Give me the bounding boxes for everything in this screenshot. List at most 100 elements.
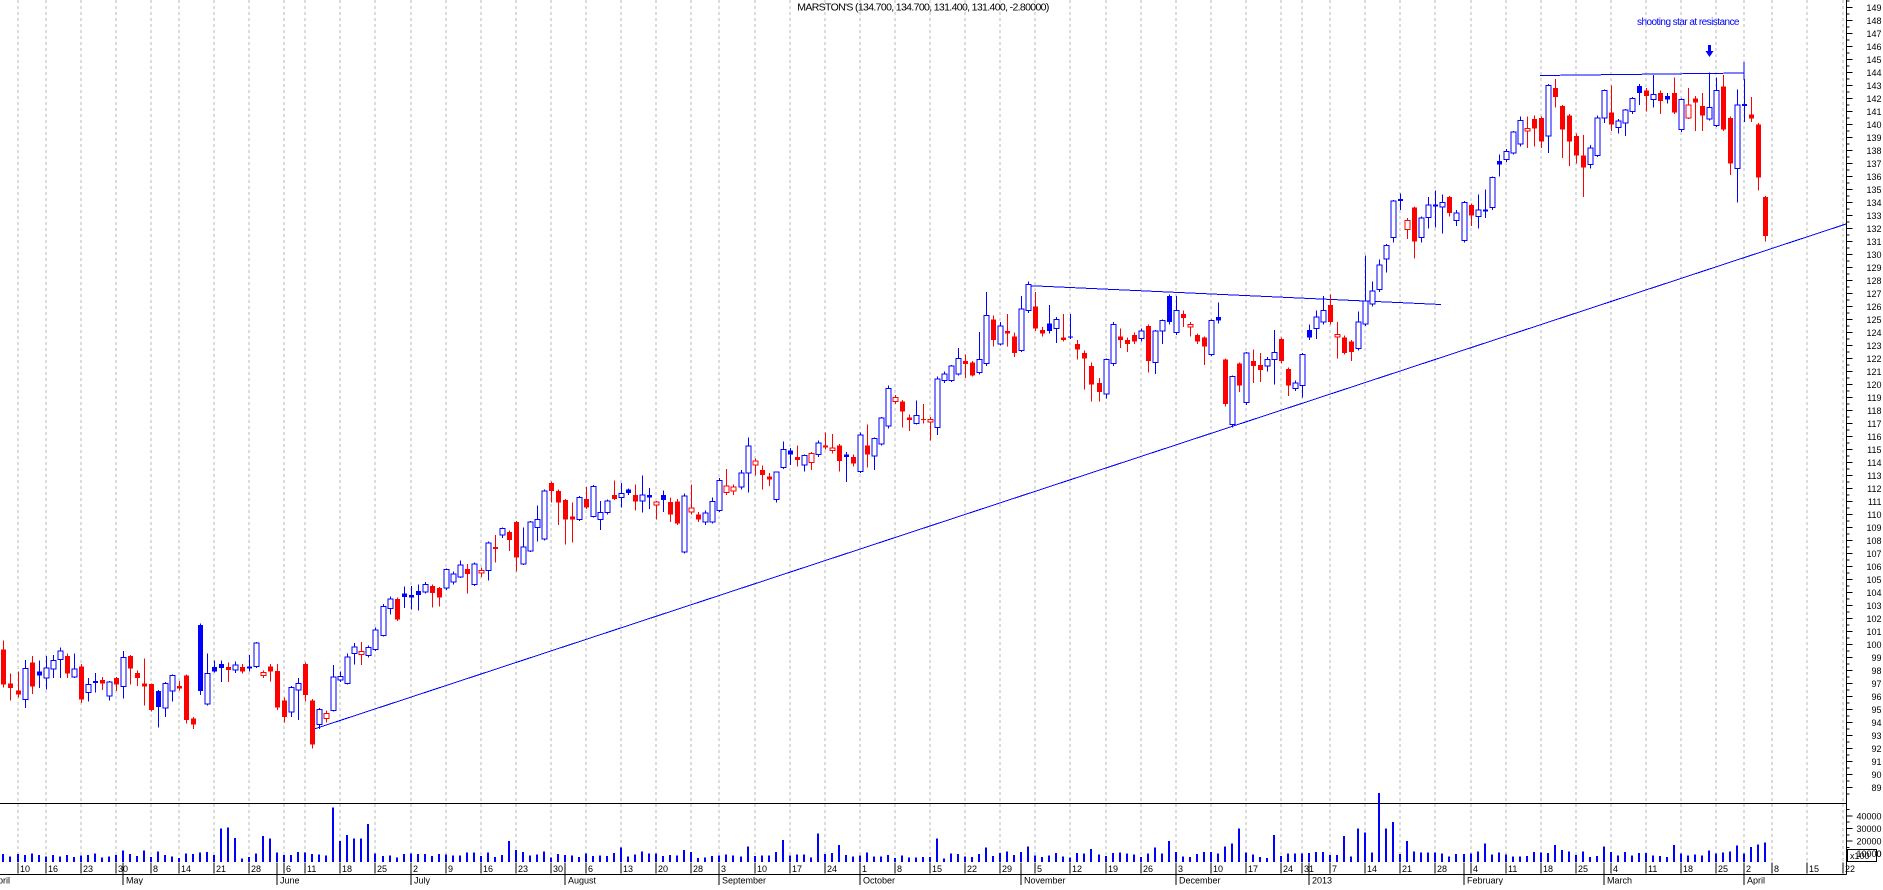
svg-text:10: 10 <box>20 864 30 874</box>
svg-text:94: 94 <box>1871 718 1881 728</box>
svg-text:140: 140 <box>1866 120 1881 130</box>
svg-text:124: 124 <box>1866 328 1881 338</box>
svg-text:126: 126 <box>1866 302 1881 312</box>
svg-text:125: 125 <box>1866 315 1881 325</box>
svg-text:134: 134 <box>1866 198 1881 208</box>
svg-text:30: 30 <box>553 864 563 874</box>
svg-text:16: 16 <box>48 864 58 874</box>
svg-text:May: May <box>126 876 144 886</box>
svg-text:90: 90 <box>1871 770 1881 780</box>
svg-text:135: 135 <box>1866 185 1881 195</box>
svg-text:117: 117 <box>1867 419 1881 429</box>
svg-text:6: 6 <box>588 864 593 874</box>
svg-text:15: 15 <box>932 864 942 874</box>
svg-text:149: 149 <box>1866 3 1881 13</box>
svg-text:x100: x100 <box>1850 851 1870 861</box>
svg-text:22: 22 <box>967 864 977 874</box>
svg-text:17: 17 <box>1248 864 1258 874</box>
svg-text:16: 16 <box>483 864 493 874</box>
svg-text:101: 101 <box>1866 627 1881 637</box>
svg-text:25: 25 <box>1718 864 1728 874</box>
svg-text:18: 18 <box>342 864 352 874</box>
svg-text:21: 21 <box>1402 864 1412 874</box>
svg-text:114: 114 <box>1867 458 1881 468</box>
svg-text:110: 110 <box>1867 510 1881 520</box>
svg-text:111: 111 <box>1868 497 1882 507</box>
svg-text:118: 118 <box>1867 406 1881 416</box>
svg-text:4: 4 <box>1473 864 1478 874</box>
svg-text:11: 11 <box>307 864 316 874</box>
svg-text:7: 7 <box>1332 864 1337 874</box>
svg-text:23: 23 <box>83 864 93 874</box>
svg-text:March: March <box>1607 876 1632 886</box>
svg-text:8: 8 <box>1774 864 1779 874</box>
svg-text:November: November <box>1024 876 1066 886</box>
svg-text:142: 142 <box>1866 94 1881 104</box>
svg-text:14: 14 <box>1367 864 1377 874</box>
svg-text:August: August <box>568 876 597 886</box>
svg-text:112: 112 <box>1867 484 1881 494</box>
svg-text:145: 145 <box>1866 55 1881 65</box>
svg-text:29: 29 <box>1002 864 1012 874</box>
svg-text:22: 22 <box>1845 864 1855 874</box>
svg-text:2013: 2013 <box>1312 876 1332 886</box>
svg-text:20: 20 <box>658 864 668 874</box>
svg-text:10: 10 <box>1213 864 1223 874</box>
svg-text:116: 116 <box>1867 432 1881 442</box>
svg-text:130: 130 <box>1866 250 1881 260</box>
svg-text:September: September <box>722 876 766 886</box>
svg-text:February: February <box>1467 876 1504 886</box>
svg-text:25: 25 <box>1578 864 1588 874</box>
svg-text:25: 25 <box>377 864 387 874</box>
svg-text:14: 14 <box>181 864 191 874</box>
svg-text:115: 115 <box>1867 445 1881 455</box>
svg-text:5: 5 <box>1037 864 1042 874</box>
svg-text:95: 95 <box>1871 705 1881 715</box>
svg-text:12: 12 <box>1072 864 1082 874</box>
svg-text:30000: 30000 <box>1856 824 1881 834</box>
svg-text:28: 28 <box>1437 864 1447 874</box>
svg-text:8: 8 <box>153 864 158 874</box>
svg-text:143: 143 <box>1866 81 1881 91</box>
svg-text:138: 138 <box>1866 146 1881 156</box>
svg-text:96: 96 <box>1871 692 1881 702</box>
svg-text:119: 119 <box>1867 393 1881 403</box>
svg-text:109: 109 <box>1866 523 1881 533</box>
svg-text:123: 123 <box>1866 341 1881 351</box>
svg-text:June: June <box>280 876 300 886</box>
svg-text:97: 97 <box>1871 679 1881 689</box>
svg-text:102: 102 <box>1866 614 1881 624</box>
svg-text:shooting star at resistance: shooting star at resistance <box>1637 17 1740 28</box>
svg-text:128: 128 <box>1866 276 1881 286</box>
svg-text:108: 108 <box>1866 536 1881 546</box>
svg-text:9: 9 <box>448 864 453 874</box>
svg-text:91: 91 <box>1871 757 1881 767</box>
svg-text:141: 141 <box>1866 107 1881 117</box>
svg-text:10: 10 <box>757 864 767 874</box>
svg-text:2: 2 <box>1746 864 1751 874</box>
svg-text:93: 93 <box>1871 731 1881 741</box>
svg-text:17: 17 <box>792 864 802 874</box>
svg-text:24: 24 <box>1283 864 1293 874</box>
svg-text:19: 19 <box>1108 864 1118 874</box>
svg-text:30: 30 <box>118 864 128 874</box>
svg-text:11: 11 <box>1648 864 1657 874</box>
svg-text:148: 148 <box>1866 16 1881 26</box>
svg-text:6: 6 <box>286 864 291 874</box>
svg-text:3: 3 <box>1178 864 1183 874</box>
svg-text:40000: 40000 <box>1856 811 1881 821</box>
svg-text:31: 31 <box>1304 864 1314 874</box>
svg-text:28: 28 <box>251 864 261 874</box>
svg-text:136: 136 <box>1866 172 1881 182</box>
svg-text:104: 104 <box>1866 588 1881 598</box>
svg-text:11: 11 <box>1508 864 1517 874</box>
svg-text:105: 105 <box>1866 575 1881 585</box>
svg-text:139: 139 <box>1866 133 1881 143</box>
svg-text:18: 18 <box>1683 864 1693 874</box>
svg-text:20000: 20000 <box>1856 837 1881 847</box>
svg-text:April: April <box>0 876 10 886</box>
svg-text:131: 131 <box>1866 237 1881 247</box>
svg-text:122: 122 <box>1866 354 1881 364</box>
svg-text:133: 133 <box>1866 211 1881 221</box>
svg-text:April: April <box>1747 876 1765 886</box>
